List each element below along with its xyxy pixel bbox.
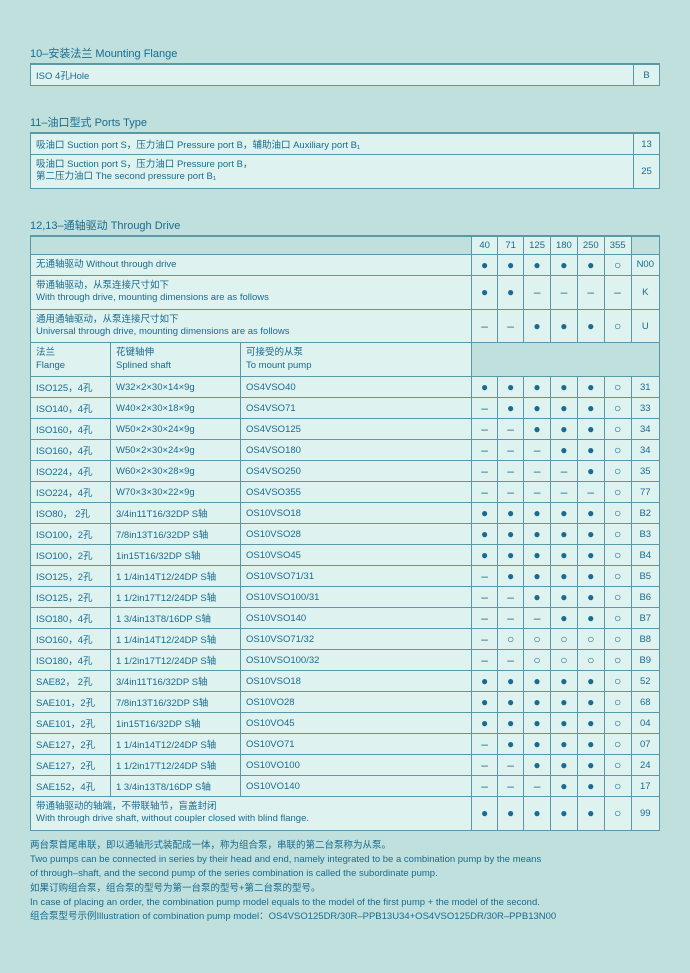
section-10-title: 10–安装法兰 Mounting Flange xyxy=(30,45,660,61)
section-11-title: 11–油口型式 Ports Type xyxy=(30,114,660,130)
section-11-table: 吸油口 Suction port S，压力油口 Pressure port B，… xyxy=(30,133,660,189)
s10-code: B xyxy=(634,65,660,86)
s11-r1-label: 吸油口 Suction port S，压力油口 Pressure port B，… xyxy=(31,155,634,189)
s10-label: ISO 4孔Hole xyxy=(31,65,634,86)
section-12-table: 40 71 125 180 250 355 无通轴驱动 Without thro… xyxy=(30,236,660,831)
blank-header xyxy=(31,236,472,254)
s11-r0-code: 13 xyxy=(634,134,660,155)
section-10-table: ISO 4孔Hole B xyxy=(30,64,660,86)
section-12-title: 12,13–通轴驱动 Through Drive xyxy=(30,217,660,233)
footnotes: 两台泵首尾串联，即以通轴形式装配成一体，称为组合泵，串联的第二台泵称为从泵。Tw… xyxy=(30,839,660,925)
s11-r1-code: 25 xyxy=(634,155,660,189)
s11-r0-label: 吸油口 Suction port S，压力油口 Pressure port B，… xyxy=(31,134,634,155)
